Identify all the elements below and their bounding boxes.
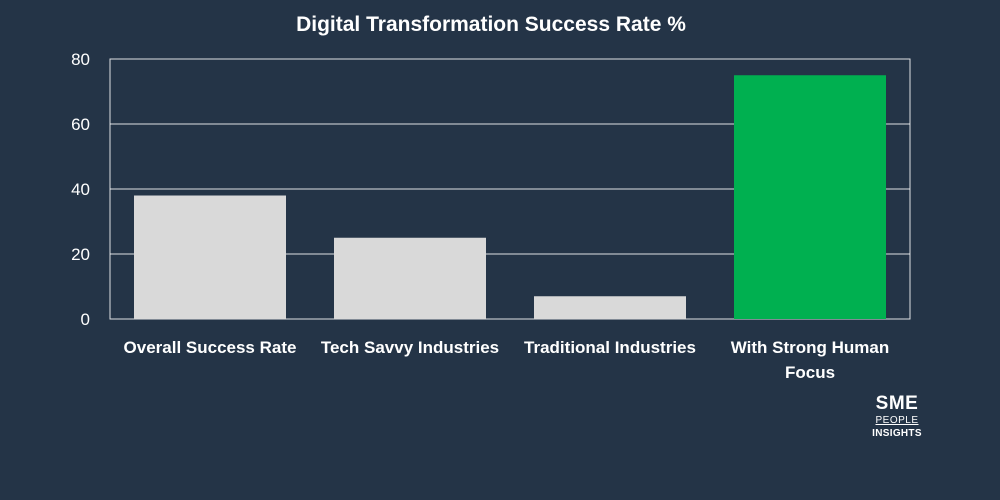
logo-line-people: PEOPLE (875, 415, 919, 426)
x-category-label-line: Overall Success Rate (124, 338, 297, 357)
bar-1 (134, 195, 286, 319)
y-tick-label-40: 40 (71, 180, 90, 199)
x-category-label-2: Tech Savvy Industries (321, 338, 499, 357)
bar-2 (334, 237, 486, 319)
sme-people-insights-logo: SME PEOPLE INSIGHTS (862, 393, 932, 440)
x-category-label-1: Overall Success Rate (124, 338, 297, 357)
logo-line-insights: INSIGHTS (872, 428, 922, 439)
bar-4 (734, 75, 886, 319)
y-tick-label-60: 60 (71, 115, 90, 134)
x-category-label-line: Focus (785, 363, 835, 382)
x-category-label-3: Traditional Industries (524, 338, 696, 357)
y-tick-label-20: 20 (71, 245, 90, 264)
x-category-label-line: Traditional Industries (524, 338, 696, 357)
logo-line-sme: SME (875, 393, 919, 414)
bar-3 (534, 296, 686, 319)
y-tick-label-80: 80 (71, 50, 90, 69)
x-category-label-4: With Strong Human Focus (731, 338, 890, 382)
x-category-label-line: With Strong Human (731, 338, 890, 357)
y-tick-label-0: 0 (81, 310, 90, 329)
chart-title: Digital Transformation Success Rate % (296, 13, 686, 36)
x-category-label-line: Tech Savvy Industries (321, 338, 499, 357)
